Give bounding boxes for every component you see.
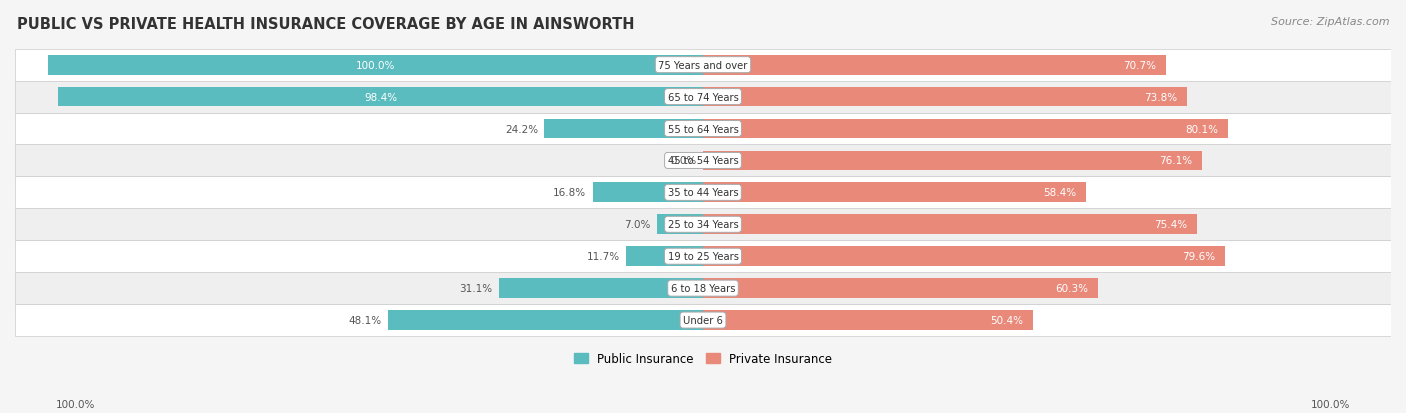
Bar [703, 247, 1225, 266]
Bar [703, 56, 1166, 76]
Text: 11.7%: 11.7% [586, 252, 620, 261]
Text: 98.4%: 98.4% [364, 93, 396, 102]
Bar [15, 241, 1391, 273]
Bar [58, 88, 703, 107]
Text: 80.1%: 80.1% [1185, 124, 1218, 134]
Bar [15, 177, 1391, 209]
Text: 45 to 54 Years: 45 to 54 Years [668, 156, 738, 166]
Text: 60.3%: 60.3% [1056, 283, 1088, 293]
Bar [388, 311, 703, 330]
Text: 73.8%: 73.8% [1143, 93, 1177, 102]
Text: 100.0%: 100.0% [356, 61, 395, 71]
Bar [703, 119, 1227, 139]
Text: 35 to 44 Years: 35 to 44 Years [668, 188, 738, 198]
Bar [15, 145, 1391, 177]
Text: 6 to 18 Years: 6 to 18 Years [671, 283, 735, 293]
Bar [544, 119, 703, 139]
Legend: Public Insurance, Private Insurance: Public Insurance, Private Insurance [569, 347, 837, 370]
Bar [703, 215, 1197, 235]
Text: 65 to 74 Years: 65 to 74 Years [668, 93, 738, 102]
Bar [15, 209, 1391, 241]
Text: 0.0%: 0.0% [671, 156, 696, 166]
Text: 75.4%: 75.4% [1154, 220, 1187, 230]
Text: 75 Years and over: 75 Years and over [658, 61, 748, 71]
Text: 48.1%: 48.1% [349, 315, 381, 325]
Text: 100.0%: 100.0% [1310, 399, 1350, 409]
Bar [703, 88, 1187, 107]
Text: 7.0%: 7.0% [624, 220, 651, 230]
Bar [703, 183, 1085, 203]
Text: Under 6: Under 6 [683, 315, 723, 325]
Text: 19 to 25 Years: 19 to 25 Years [668, 252, 738, 261]
Text: 50.4%: 50.4% [990, 315, 1024, 325]
Bar [703, 279, 1098, 298]
Text: 55 to 64 Years: 55 to 64 Years [668, 124, 738, 134]
Bar [15, 81, 1391, 113]
Bar [703, 151, 1202, 171]
Text: Source: ZipAtlas.com: Source: ZipAtlas.com [1271, 17, 1389, 26]
Bar [657, 215, 703, 235]
Text: 58.4%: 58.4% [1043, 188, 1076, 198]
Bar [626, 247, 703, 266]
Text: 76.1%: 76.1% [1159, 156, 1192, 166]
Bar [703, 311, 1033, 330]
Bar [593, 183, 703, 203]
Text: 24.2%: 24.2% [505, 124, 538, 134]
Bar [15, 50, 1391, 81]
Text: 70.7%: 70.7% [1123, 61, 1156, 71]
Bar [48, 56, 703, 76]
Text: 79.6%: 79.6% [1181, 252, 1215, 261]
Bar [15, 273, 1391, 304]
Bar [15, 113, 1391, 145]
Text: 25 to 34 Years: 25 to 34 Years [668, 220, 738, 230]
Text: 100.0%: 100.0% [56, 399, 96, 409]
Bar [15, 304, 1391, 336]
Text: PUBLIC VS PRIVATE HEALTH INSURANCE COVERAGE BY AGE IN AINSWORTH: PUBLIC VS PRIVATE HEALTH INSURANCE COVER… [17, 17, 634, 31]
Bar [499, 279, 703, 298]
Text: 31.1%: 31.1% [460, 283, 492, 293]
Text: 16.8%: 16.8% [553, 188, 586, 198]
